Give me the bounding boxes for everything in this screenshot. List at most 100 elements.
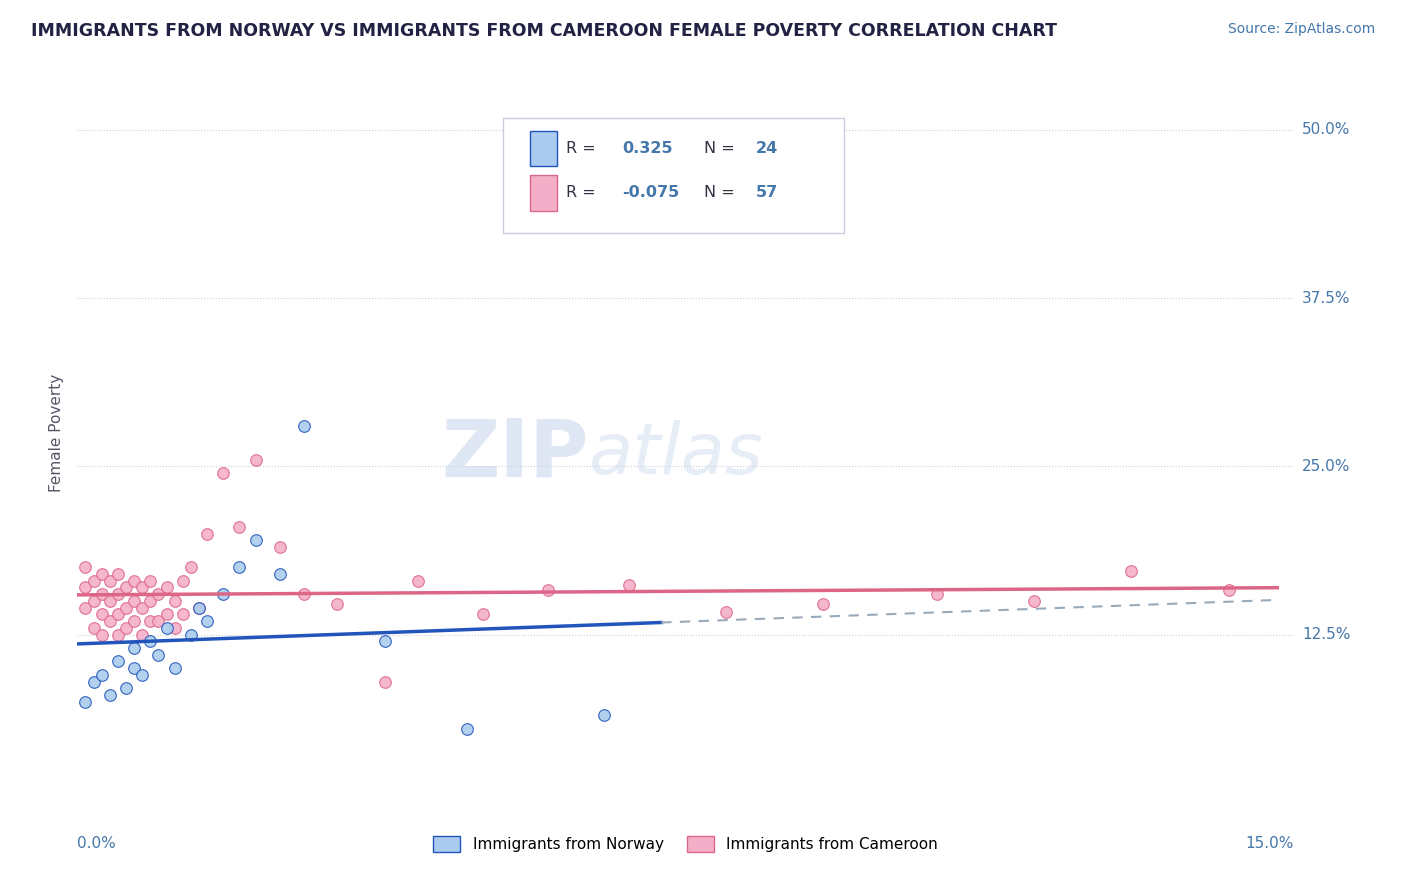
Point: [195, 526, 218, 541]
Text: N =: N =: [703, 141, 734, 156]
Point: [139, 594, 162, 608]
Point: [83, 594, 105, 608]
Text: N =: N =: [703, 186, 734, 200]
Point: [813, 597, 835, 611]
Point: [107, 566, 129, 581]
Text: -0.075: -0.075: [623, 186, 679, 200]
Text: 12.5%: 12.5%: [1302, 627, 1350, 642]
Point: [115, 600, 138, 615]
Text: IMMIGRANTS FROM NORWAY VS IMMIGRANTS FROM CAMEROON FEMALE POVERTY CORRELATION CH: IMMIGRANTS FROM NORWAY VS IMMIGRANTS FRO…: [31, 22, 1057, 40]
Point: [122, 614, 145, 628]
Text: 0.0%: 0.0%: [77, 836, 117, 851]
Point: [98, 594, 121, 608]
Point: [139, 634, 162, 648]
Point: [98, 614, 121, 628]
Point: [75, 600, 97, 615]
Point: [292, 587, 315, 601]
Point: [188, 600, 211, 615]
Legend: Immigrants from Norway, Immigrants from Cameroon: Immigrants from Norway, Immigrants from …: [427, 830, 943, 858]
Text: 57: 57: [756, 186, 778, 200]
Point: [98, 574, 121, 588]
Point: [617, 578, 640, 592]
Point: [131, 668, 153, 682]
Point: [195, 614, 218, 628]
Point: [107, 607, 129, 622]
Point: [456, 722, 478, 736]
Point: [75, 695, 97, 709]
Point: [714, 605, 737, 619]
Point: [593, 708, 616, 723]
Point: [139, 614, 162, 628]
Point: [1218, 583, 1240, 598]
Text: 15.0%: 15.0%: [1246, 836, 1294, 851]
Point: [122, 661, 145, 675]
Point: [1121, 564, 1143, 578]
Point: [1022, 594, 1045, 608]
Point: [180, 627, 202, 641]
FancyBboxPatch shape: [503, 118, 844, 233]
Point: [131, 600, 153, 615]
Point: [245, 452, 267, 467]
Point: [292, 418, 315, 433]
Point: [245, 533, 267, 548]
Point: [228, 560, 250, 574]
Y-axis label: Female Poverty: Female Poverty: [49, 374, 65, 491]
Point: [172, 607, 194, 622]
Point: [75, 581, 97, 595]
Text: atlas: atlas: [588, 420, 762, 490]
Point: [107, 655, 129, 669]
Point: [374, 674, 396, 689]
Point: [90, 607, 112, 622]
Point: [406, 574, 429, 588]
Point: [536, 583, 558, 598]
Point: [172, 574, 194, 588]
Point: [131, 581, 153, 595]
Point: [925, 587, 948, 601]
Text: R =: R =: [567, 186, 596, 200]
Text: 25.0%: 25.0%: [1302, 458, 1350, 474]
FancyBboxPatch shape: [530, 130, 557, 166]
Text: 50.0%: 50.0%: [1302, 122, 1350, 137]
Point: [83, 674, 105, 689]
Point: [269, 566, 291, 581]
Point: [163, 594, 186, 608]
Point: [163, 621, 186, 635]
Point: [188, 600, 211, 615]
Point: [90, 566, 112, 581]
Point: [471, 607, 494, 622]
Point: [326, 597, 349, 611]
FancyBboxPatch shape: [530, 175, 557, 211]
Point: [155, 581, 177, 595]
Point: [122, 574, 145, 588]
Point: [212, 587, 235, 601]
Point: [90, 627, 112, 641]
Point: [75, 560, 97, 574]
Text: R =: R =: [567, 141, 596, 156]
Point: [228, 520, 250, 534]
Point: [90, 668, 112, 682]
Point: [115, 621, 138, 635]
Point: [180, 560, 202, 574]
Text: Source: ZipAtlas.com: Source: ZipAtlas.com: [1227, 22, 1375, 37]
Text: 37.5%: 37.5%: [1302, 291, 1350, 305]
Point: [98, 688, 121, 702]
Point: [374, 634, 396, 648]
Point: [269, 540, 291, 554]
Point: [148, 648, 170, 662]
Text: 0.325: 0.325: [623, 141, 673, 156]
Point: [148, 614, 170, 628]
Point: [131, 627, 153, 641]
Point: [122, 594, 145, 608]
Point: [115, 681, 138, 696]
Point: [83, 574, 105, 588]
Point: [83, 621, 105, 635]
Point: [139, 574, 162, 588]
Point: [148, 587, 170, 601]
Point: [122, 640, 145, 655]
Point: [155, 621, 177, 635]
Point: [90, 587, 112, 601]
Point: [107, 587, 129, 601]
Point: [163, 661, 186, 675]
Point: [155, 607, 177, 622]
Text: 24: 24: [756, 141, 778, 156]
